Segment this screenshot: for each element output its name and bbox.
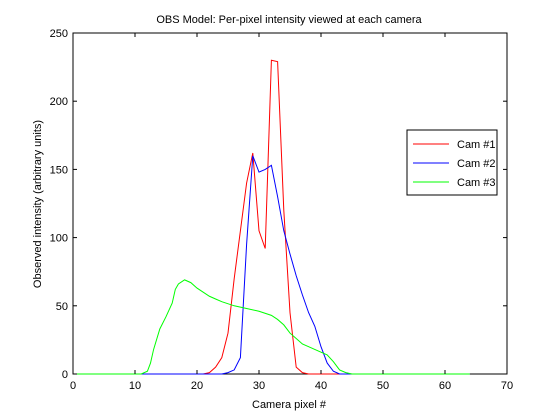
legend-label-cam-3: Cam #3 [457, 177, 496, 189]
legend-label-cam-1: Cam #1 [457, 139, 496, 151]
y-tick-label: 250 [50, 28, 68, 40]
series-line-cam-3 [73, 279, 470, 375]
legend: Cam #1 Cam #2 Cam #3 [406, 129, 498, 196]
series-group [73, 59, 470, 375]
chart-title: OBS Model: Per-pixel intensity viewed at… [156, 14, 422, 26]
x-tick-label: 60 [439, 380, 451, 392]
y-tick-label: 0 [62, 369, 68, 381]
x-tick-label: 0 [70, 380, 76, 392]
series-line-cam-2 [73, 155, 470, 375]
x-tick-label: 50 [377, 380, 389, 392]
legend-label-cam-2: Cam #2 [457, 158, 496, 170]
x-tick-label: 40 [315, 380, 327, 392]
x-tick-label: 70 [501, 380, 513, 392]
x-tick-label: 20 [191, 380, 203, 392]
x-axis-ticks: 0 10 20 30 40 50 60 70 [70, 33, 513, 392]
x-axis-title: Camera pixel # [252, 399, 327, 411]
y-tick-label: 150 [50, 164, 68, 176]
x-tick-label: 10 [129, 380, 141, 392]
plot-frame [72, 32, 508, 375]
y-axis-ticks: 0 50 100 150 200 250 [50, 28, 507, 381]
y-axis-title: Observed intensity (arbitrary units) [32, 120, 44, 288]
plot-area: 0 10 20 30 40 50 60 70 0 50 100 150 200 250 [50, 28, 513, 392]
y-tick-label: 50 [56, 301, 68, 313]
y-tick-label: 100 [50, 233, 68, 245]
x-tick-label: 30 [253, 380, 265, 392]
series-line-cam-1 [73, 59, 470, 375]
y-tick-label: 200 [50, 96, 68, 108]
